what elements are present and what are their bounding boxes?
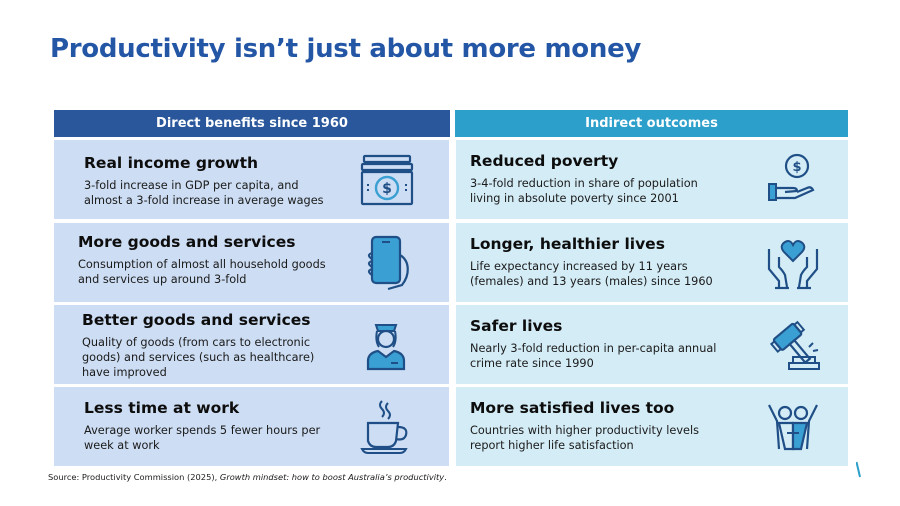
card-longer-healthier-lives: Longer, healthier lives Life expectancy … bbox=[456, 223, 848, 302]
source-citation: Source: Productivity Commission (2025), … bbox=[48, 472, 447, 482]
card-title: Better goods and services bbox=[82, 311, 311, 329]
hand-coin-icon: $ bbox=[765, 152, 821, 208]
indirect-outcomes-header: Indirect outcomes bbox=[455, 110, 848, 137]
card-description: Consumption of almost all household good… bbox=[78, 258, 326, 286]
svg-text:$: $ bbox=[382, 181, 392, 197]
direct-benefits-header: Direct benefits since 1960 bbox=[54, 110, 450, 137]
card-title: More goods and services bbox=[78, 233, 296, 251]
card-description: Life expectancy increased by 11 years (f… bbox=[470, 260, 713, 288]
card-less-time-at-work: Less time at work Average worker spends … bbox=[54, 387, 449, 466]
card-reduced-poverty: Reduced poverty 3-4-fold reduction in sh… bbox=[456, 140, 848, 219]
card-description: Quality of goods (from cars to electroni… bbox=[82, 336, 315, 379]
card-title: Safer lives bbox=[470, 317, 563, 335]
celebrating-people-icon bbox=[765, 399, 821, 455]
coffee-cup-icon bbox=[358, 399, 414, 455]
money-stack-icon: $ bbox=[358, 152, 414, 208]
hands-heart-icon bbox=[765, 235, 821, 291]
card-description: Average worker spends 5 fewer hours per … bbox=[84, 424, 321, 452]
page-title: Productivity isn’t just about more money bbox=[50, 34, 642, 64]
accent-slash-mark bbox=[855, 461, 861, 478]
smartphone-hand-icon bbox=[358, 235, 414, 291]
source-prefix: Source: Productivity Commission (2025), bbox=[48, 472, 220, 482]
source-suffix: . bbox=[444, 472, 447, 482]
gavel-icon bbox=[765, 317, 821, 373]
card-description: 3-fold increase in GDP per capita, and a… bbox=[84, 179, 324, 207]
card-title: More satisfied lives too bbox=[470, 399, 675, 417]
card-title: Reduced poverty bbox=[470, 152, 619, 170]
card-title: Longer, healthier lives bbox=[470, 235, 665, 253]
card-better-goods-services: Better goods and services Quality of goo… bbox=[54, 305, 449, 384]
card-title: Real income growth bbox=[84, 154, 259, 172]
card-description: Countries with higher productivity level… bbox=[470, 424, 699, 452]
card-description: Nearly 3-fold reduction in per-capita an… bbox=[470, 342, 717, 370]
card-description: 3-4-fold reduction in share of populatio… bbox=[470, 177, 698, 205]
card-real-income-growth: Real income growth 3-fold increase in GD… bbox=[54, 140, 449, 219]
card-title: Less time at work bbox=[84, 399, 240, 417]
card-more-satisfied-lives: More satisfied lives too Countries with … bbox=[456, 387, 848, 466]
svg-text:$: $ bbox=[792, 160, 801, 175]
card-safer-lives: Safer lives Nearly 3-fold reduction in p… bbox=[456, 305, 848, 384]
nurse-icon bbox=[358, 317, 414, 373]
source-title: Growth mindset: how to boost Australia’s… bbox=[219, 472, 445, 482]
card-more-goods-services: More goods and services Consumption of a… bbox=[54, 223, 449, 302]
